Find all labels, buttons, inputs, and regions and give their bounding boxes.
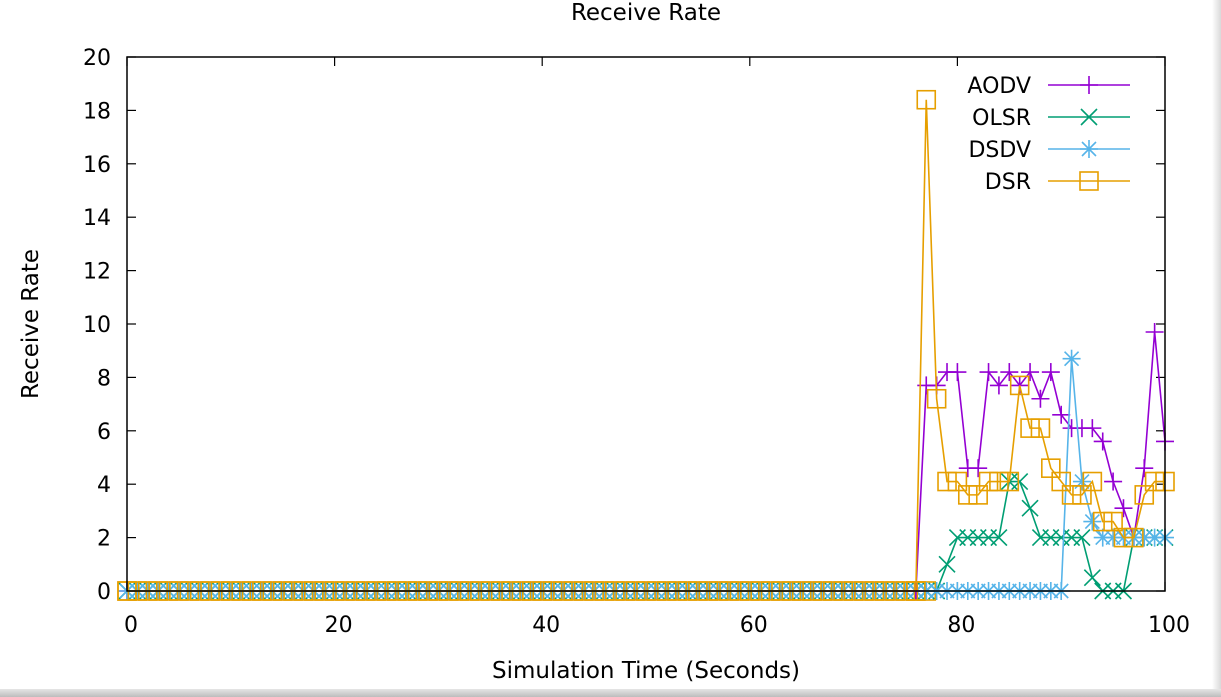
legend-label-olsr: OLSR bbox=[972, 106, 1031, 131]
data-point-dsr bbox=[968, 485, 988, 505]
data-point-aodv bbox=[1114, 499, 1133, 518]
series-dsr bbox=[117, 89, 1175, 601]
data-point-dsr bbox=[1009, 375, 1030, 396]
plot-series bbox=[117, 89, 1175, 601]
legend-marker-olsr bbox=[1080, 108, 1098, 126]
data-point-olsr bbox=[1083, 569, 1101, 587]
data-point-olsr bbox=[938, 555, 956, 573]
data-point-dsr bbox=[957, 485, 978, 505]
x-tick-label: 100 bbox=[1148, 613, 1190, 638]
legend: AODV OLSR DSDV DSR bbox=[967, 74, 1130, 195]
y-tick-label: 0 bbox=[97, 580, 111, 605]
data-point-dsdv bbox=[1083, 512, 1102, 531]
data-point-dsr bbox=[978, 471, 999, 492]
data-point-dsr bbox=[1144, 471, 1165, 492]
data-point-dsr bbox=[1020, 418, 1040, 438]
series-line-olsr bbox=[926, 480, 1165, 592]
legend-label-dsr: DSR bbox=[985, 170, 1031, 195]
data-point-olsr bbox=[1073, 529, 1091, 547]
y-tick-label: 10 bbox=[83, 313, 111, 338]
window-edge-bottom bbox=[0, 689, 1221, 697]
data-point-dsr bbox=[1092, 511, 1113, 532]
data-point-aodv bbox=[1145, 323, 1164, 342]
x-tick-label: 20 bbox=[325, 613, 353, 638]
data-point-dsr bbox=[1082, 471, 1103, 492]
data-point-aodv bbox=[1031, 389, 1050, 408]
data-point-dsr bbox=[937, 471, 957, 492]
data-point-aodv bbox=[1083, 419, 1102, 438]
data-point-dsr bbox=[947, 471, 968, 492]
y-axis-ticks: 0 2 4 6 8 10 12 14 16 18 20 bbox=[83, 46, 1165, 605]
data-point-dsr bbox=[999, 471, 1020, 492]
x-tick-label: 0 bbox=[124, 613, 138, 638]
data-point-dsdv bbox=[1072, 472, 1091, 491]
data-point-dsr bbox=[989, 471, 1009, 492]
data-point-olsr bbox=[1021, 499, 1039, 517]
x-tick-label: 60 bbox=[740, 613, 768, 638]
y-tick-label: 4 bbox=[97, 473, 111, 498]
data-point-aodv bbox=[1000, 363, 1019, 382]
legend-label-aodv: AODV bbox=[967, 74, 1031, 99]
data-point-dsr bbox=[1051, 471, 1071, 492]
data-point-dsr bbox=[1041, 458, 1061, 478]
data-point-dsr bbox=[926, 388, 947, 409]
y-tick-label: 18 bbox=[83, 99, 111, 124]
series-line-aodv bbox=[915, 331, 1166, 592]
y-tick-label: 16 bbox=[83, 153, 111, 178]
window-edge-right bbox=[1212, 0, 1221, 690]
data-point-dsr bbox=[1134, 485, 1155, 505]
data-point-dsr bbox=[1103, 511, 1123, 532]
y-tick-label: 2 bbox=[97, 527, 111, 552]
data-point-dsr bbox=[1061, 485, 1082, 505]
y-tick-label: 6 bbox=[97, 420, 111, 445]
y-tick-label: 8 bbox=[97, 366, 111, 391]
plot-frame bbox=[126, 56, 1166, 592]
data-point-aodv bbox=[1093, 432, 1112, 451]
x-tick-label: 40 bbox=[532, 613, 560, 638]
data-point-aodv bbox=[1052, 405, 1071, 424]
data-point-dsr bbox=[1030, 418, 1051, 438]
data-point-aodv bbox=[989, 376, 1008, 395]
data-point-olsr bbox=[1011, 472, 1029, 491]
x-axis-ticks: 0 20 40 60 80 100 bbox=[124, 57, 1190, 638]
data-point-dsr bbox=[916, 89, 937, 110]
data-point-aodv bbox=[979, 363, 998, 382]
data-point-aodv bbox=[948, 363, 967, 382]
chart-title: Receive Rate bbox=[571, 0, 721, 26]
y-axis-label: Receive Rate bbox=[18, 249, 44, 399]
legend-marker-dsr bbox=[1079, 171, 1099, 191]
data-point-dsr bbox=[1124, 527, 1144, 548]
y-tick-label: 20 bbox=[83, 46, 111, 71]
data-point-aodv bbox=[1021, 363, 1040, 382]
data-point-olsr bbox=[990, 529, 1008, 547]
data-point-dsdv bbox=[1062, 349, 1081, 368]
y-tick-label: 12 bbox=[83, 260, 111, 285]
series-aodv bbox=[906, 323, 1174, 600]
data-point-aodv bbox=[969, 459, 988, 478]
legend-marker-dsdv bbox=[1080, 140, 1098, 158]
data-point-aodv bbox=[1104, 472, 1123, 491]
series-line-dsdv bbox=[926, 358, 1165, 592]
data-point-dsr bbox=[1113, 527, 1134, 548]
x-axis-label: Simulation Time (Seconds) bbox=[492, 658, 800, 684]
legend-marker-aodv bbox=[1080, 76, 1098, 94]
y-tick-label: 14 bbox=[83, 206, 111, 231]
data-point-aodv bbox=[1041, 363, 1060, 382]
data-point-dsr bbox=[1072, 485, 1092, 505]
data-point-aodv bbox=[1135, 459, 1154, 478]
legend-label-dsdv: DSDV bbox=[968, 138, 1031, 163]
x-tick-label: 80 bbox=[947, 613, 975, 638]
